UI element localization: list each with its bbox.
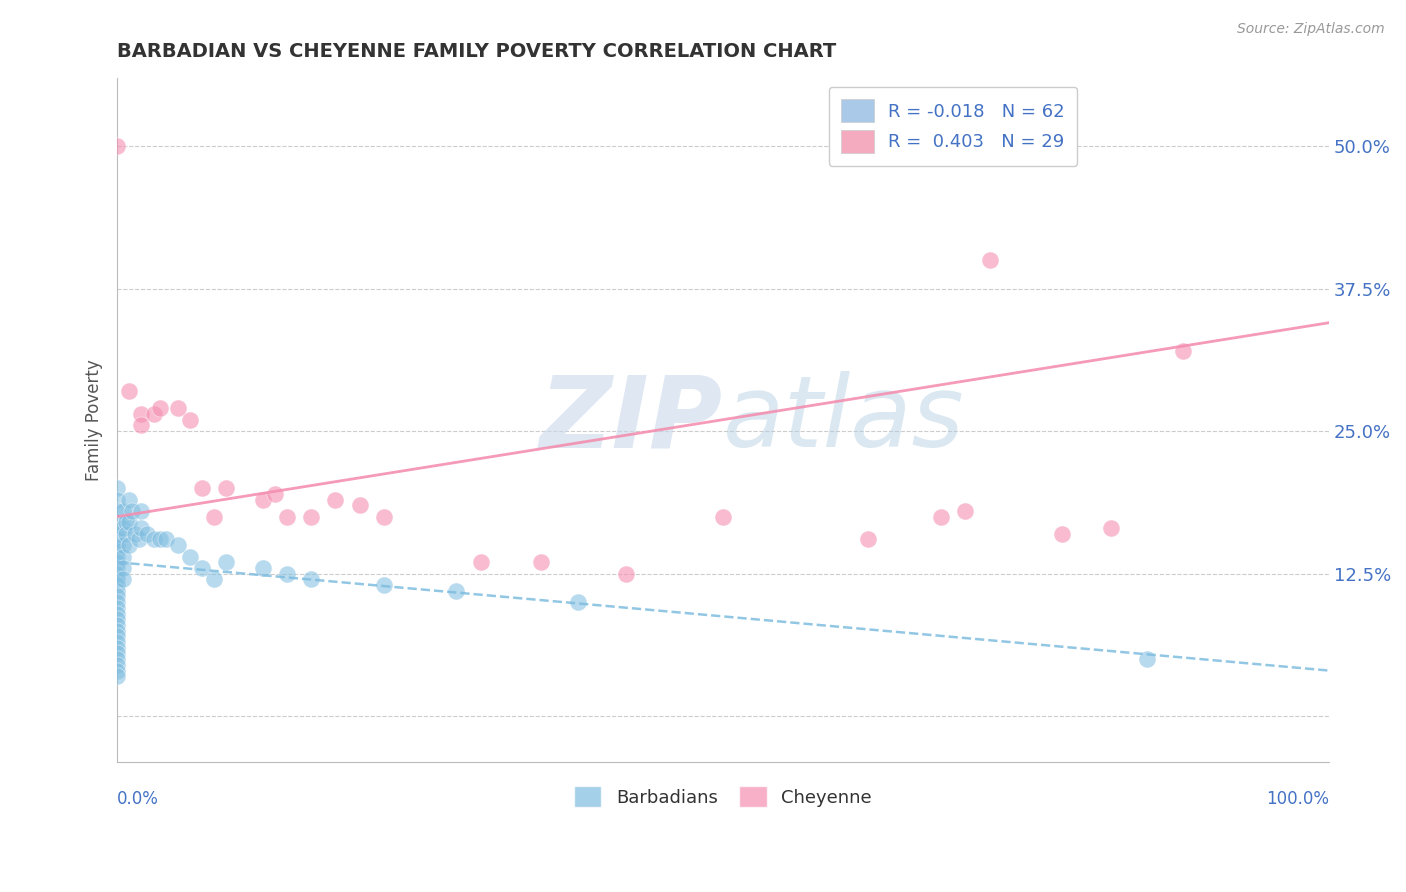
Text: 100.0%: 100.0% bbox=[1265, 790, 1329, 808]
Point bbox=[105, 492, 128, 507]
Point bbox=[263, 487, 285, 501]
Point bbox=[105, 657, 128, 672]
Point bbox=[252, 492, 274, 507]
Point bbox=[118, 492, 141, 507]
Point bbox=[142, 533, 165, 547]
Point bbox=[349, 498, 371, 512]
Point bbox=[105, 538, 128, 552]
Point bbox=[979, 253, 1001, 268]
Point bbox=[118, 516, 141, 530]
Point bbox=[112, 521, 135, 535]
Text: atlas: atlas bbox=[723, 371, 965, 468]
Point bbox=[112, 572, 135, 586]
Point bbox=[105, 544, 128, 558]
Point bbox=[105, 595, 128, 609]
Point bbox=[155, 533, 177, 547]
Point bbox=[105, 590, 128, 604]
Point bbox=[1099, 521, 1122, 535]
Point bbox=[858, 533, 880, 547]
Point bbox=[114, 516, 136, 530]
Point bbox=[299, 509, 322, 524]
Y-axis label: Family Poverty: Family Poverty bbox=[86, 359, 103, 481]
Point bbox=[276, 509, 298, 524]
Legend: Barbadians, Cheyenne: Barbadians, Cheyenne bbox=[567, 779, 879, 814]
Point bbox=[131, 521, 153, 535]
Point bbox=[179, 412, 201, 426]
Point bbox=[276, 566, 298, 581]
Point bbox=[1136, 652, 1159, 666]
Point bbox=[118, 384, 141, 399]
Text: ZIP: ZIP bbox=[540, 371, 723, 468]
Point bbox=[128, 533, 150, 547]
Point bbox=[1173, 344, 1195, 359]
Point bbox=[112, 561, 135, 575]
Point bbox=[202, 509, 225, 524]
Point bbox=[955, 504, 977, 518]
Point bbox=[105, 516, 128, 530]
Point bbox=[105, 555, 128, 569]
Point bbox=[142, 407, 165, 421]
Point bbox=[112, 549, 135, 564]
Point bbox=[191, 561, 214, 575]
Point bbox=[105, 612, 128, 626]
Point bbox=[166, 538, 188, 552]
Point bbox=[114, 526, 136, 541]
Point bbox=[105, 561, 128, 575]
Point bbox=[105, 607, 128, 621]
Text: Source: ZipAtlas.com: Source: ZipAtlas.com bbox=[1237, 22, 1385, 37]
Text: BARBADIAN VS CHEYENNE FAMILY POVERTY CORRELATION CHART: BARBADIAN VS CHEYENNE FAMILY POVERTY COR… bbox=[117, 42, 837, 61]
Point bbox=[105, 526, 128, 541]
Point bbox=[105, 566, 128, 581]
Point bbox=[105, 533, 128, 547]
Point bbox=[470, 555, 492, 569]
Point bbox=[105, 139, 128, 153]
Text: 0.0%: 0.0% bbox=[117, 790, 159, 808]
Point bbox=[530, 555, 553, 569]
Point bbox=[105, 629, 128, 643]
Point bbox=[149, 533, 172, 547]
Point bbox=[105, 600, 128, 615]
Point bbox=[105, 664, 128, 678]
Point bbox=[373, 509, 395, 524]
Point bbox=[166, 401, 188, 416]
Point bbox=[323, 492, 346, 507]
Point bbox=[105, 652, 128, 666]
Point bbox=[131, 407, 153, 421]
Point bbox=[215, 481, 238, 495]
Point bbox=[614, 566, 637, 581]
Point bbox=[121, 504, 143, 518]
Point bbox=[373, 578, 395, 592]
Point bbox=[191, 481, 214, 495]
Point bbox=[105, 618, 128, 632]
Point bbox=[105, 578, 128, 592]
Point bbox=[105, 640, 128, 655]
Point bbox=[105, 504, 128, 518]
Point bbox=[131, 418, 153, 433]
Point bbox=[202, 572, 225, 586]
Point bbox=[105, 481, 128, 495]
Point bbox=[136, 526, 159, 541]
Point bbox=[112, 538, 135, 552]
Point bbox=[446, 583, 468, 598]
Point bbox=[105, 583, 128, 598]
Point bbox=[929, 509, 952, 524]
Point bbox=[118, 538, 141, 552]
Point bbox=[105, 624, 128, 638]
Point bbox=[1050, 526, 1073, 541]
Point bbox=[252, 561, 274, 575]
Point bbox=[711, 509, 734, 524]
Point bbox=[567, 595, 589, 609]
Point bbox=[179, 549, 201, 564]
Point bbox=[105, 669, 128, 683]
Point bbox=[215, 555, 238, 569]
Point bbox=[131, 504, 153, 518]
Point bbox=[149, 401, 172, 416]
Point bbox=[105, 635, 128, 649]
Point bbox=[105, 549, 128, 564]
Point bbox=[105, 572, 128, 586]
Point bbox=[299, 572, 322, 586]
Point bbox=[124, 526, 146, 541]
Point bbox=[105, 647, 128, 661]
Point bbox=[112, 504, 135, 518]
